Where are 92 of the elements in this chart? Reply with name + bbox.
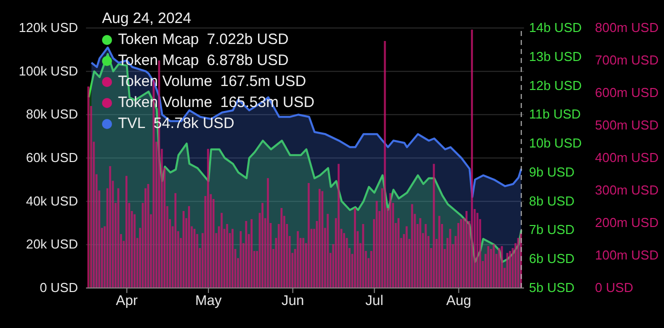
bar (424, 224, 427, 288)
bar (466, 210, 468, 288)
bar (144, 188, 146, 288)
bar (457, 223, 460, 288)
bar (432, 164, 435, 288)
bar (321, 191, 324, 288)
bar (384, 41, 386, 288)
bar (362, 224, 364, 288)
y2-tick-label: 13b USD (529, 48, 582, 64)
y-tick-label: 120k USD (18, 20, 78, 35)
bar (226, 224, 228, 288)
bar (354, 208, 356, 288)
y-tick-label: 40k USD (26, 193, 78, 208)
bar (460, 219, 462, 288)
x-tick-label: Apr (116, 292, 138, 308)
bar (220, 212, 223, 288)
bar (389, 193, 392, 288)
bar (498, 248, 500, 288)
y3-tick-label: 100m USD (595, 248, 659, 262)
bar (261, 202, 264, 288)
bar (343, 233, 346, 288)
bar (500, 246, 503, 288)
y-tick-label: 0 USD (40, 280, 78, 295)
bar (109, 166, 112, 288)
y-tick-label: 80k USD (26, 106, 78, 122)
bar (87, 86, 90, 288)
bar (232, 228, 234, 288)
bar (240, 231, 242, 288)
bar (174, 193, 176, 288)
x-tick-label: Jun (281, 292, 304, 308)
y2-tick-label: 5b USD (529, 280, 575, 295)
bar (245, 221, 248, 288)
y3-tick-label: 0 USD (595, 280, 634, 295)
bar (250, 219, 253, 288)
y2-tick-label: 14b USD (529, 20, 582, 35)
bar (308, 183, 310, 288)
bar (506, 252, 508, 288)
bar (326, 214, 329, 288)
y2-tick-label: 12b USD (529, 78, 582, 93)
bar (411, 204, 414, 288)
bar (438, 216, 440, 288)
y-tick-label: 60k USD (26, 150, 78, 165)
bar (182, 210, 185, 288)
y3-tick-label: 600m USD (595, 85, 659, 100)
bar (376, 200, 378, 288)
y3-tick-label: 500m USD (595, 118, 659, 132)
bar (193, 228, 196, 288)
y2-tick-label: 11b USD (529, 106, 581, 122)
bar (296, 231, 299, 288)
bar (449, 228, 452, 288)
bar (134, 214, 136, 288)
y2-tick-label: 6b USD (529, 251, 575, 266)
bar (266, 178, 269, 288)
bar (509, 250, 512, 288)
bar (397, 218, 400, 288)
bar (207, 148, 210, 288)
bar (419, 218, 422, 288)
y2-tick-label: 8b USD (529, 193, 575, 208)
annotation: 6.878b USD (206, 51, 289, 71)
bar (517, 238, 520, 288)
x-tick-label: Jul (365, 292, 384, 308)
y2-tick-label: 9b USD (529, 164, 575, 180)
bar (318, 188, 321, 288)
y2-tick-label: 7b USD (529, 222, 575, 238)
bar (280, 208, 283, 288)
text: Aug 24, 2024 (102, 9, 192, 29)
bar (117, 188, 120, 288)
annotation: 7.022b USD (206, 30, 289, 50)
x-tick-label: May (195, 292, 222, 308)
y2-tick-label: 10b USD (529, 136, 582, 151)
bar (406, 226, 408, 288)
legend-label: Token Mcap (118, 51, 199, 71)
bar (476, 212, 478, 288)
bar (492, 244, 495, 288)
y3-tick-label: 700m USD (595, 52, 659, 68)
x-tick-label: Aug (446, 292, 472, 308)
bar (188, 206, 190, 288)
y-tick-label: 20k USD (26, 236, 78, 252)
legend-label: TVL (118, 114, 146, 134)
bar (470, 30, 473, 288)
bar (338, 164, 340, 288)
y3-tick-label: 800m USD (595, 20, 659, 35)
y-tick-label: 100k USD (18, 63, 78, 78)
bar (487, 246, 490, 288)
y3-tick-label: 300m USD (595, 182, 659, 198)
bar (302, 238, 304, 288)
bar (147, 184, 150, 288)
bar (125, 176, 128, 288)
y3-tick-label: 400m USD (595, 150, 659, 165)
text: Token Mcap (118, 31, 199, 48)
annotation: 167.5m USD (220, 72, 306, 92)
y3-tick-label: 200m USD (595, 215, 659, 230)
